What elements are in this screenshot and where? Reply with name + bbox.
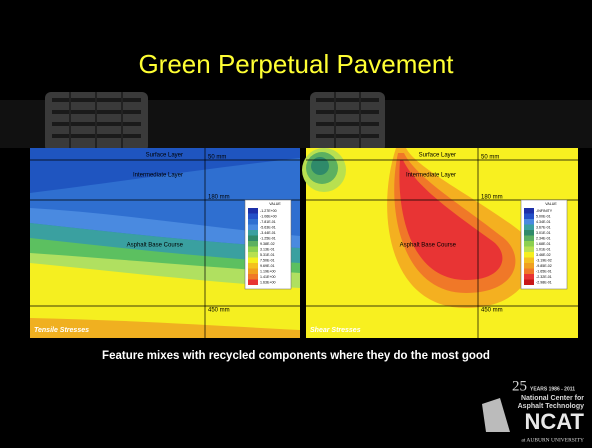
legend-swatch — [524, 225, 534, 231]
legend-label: 3.46E-02 — [536, 253, 551, 257]
legend-swatch — [248, 219, 258, 225]
legend-label: 1.19E+00 — [260, 269, 276, 273]
shear-panel: Surface Layer Intermediate Layer Asphalt B… — [302, 148, 578, 338]
depth-label: 50 mm — [208, 155, 226, 161]
footer-text: Feature mixes with recycled components w… — [102, 350, 490, 362]
legend-swatch — [248, 258, 258, 264]
slide: Green Perpetual Pavement Surface Layer In… — [0, 0, 592, 448]
legend-label: 3.01E-01 — [536, 231, 551, 235]
legend-swatch — [524, 230, 534, 236]
layer-label: Surface Layer — [146, 153, 183, 159]
layer-label: Asphalt Base Course — [400, 243, 457, 249]
legend-swatch — [524, 208, 534, 214]
panel-caption: Tensile Stresses — [34, 327, 89, 334]
legend-title: VALUE — [545, 202, 557, 206]
legend-swatch — [524, 252, 534, 258]
logo-name: NCAT — [525, 409, 585, 434]
legend-label: -9.85E-02 — [536, 264, 552, 268]
legend-label: 1.63E+00 — [260, 280, 276, 284]
legend-label: -2.32E-01 — [536, 275, 552, 279]
legend-label: 1.01E-01 — [536, 247, 551, 251]
legend-swatch — [248, 274, 258, 280]
legend-label: 7.50E-01 — [260, 258, 275, 262]
legend-swatch — [248, 280, 258, 286]
legend-label: 9.38E-02 — [260, 242, 275, 246]
logo-years: 25 — [512, 378, 527, 394]
depth-label: 50 mm — [481, 155, 499, 161]
depth-label: 180 mm — [208, 195, 230, 201]
legend-label: -7.81E-01 — [260, 220, 276, 224]
layer-label: Intermediate Layer — [406, 173, 456, 179]
legend-swatch — [248, 208, 258, 214]
tire-right — [310, 92, 385, 152]
legend-label: -3.44E-01 — [260, 231, 276, 235]
legend-label: 1.41E+00 — [260, 275, 276, 279]
legend-label: 1.68E-01 — [536, 242, 551, 246]
logo-line3: at AUBURN UNIVERSITY — [521, 437, 584, 443]
legend-label: 4.34E-01 — [536, 220, 551, 224]
legend-label: -5.63E-01 — [260, 225, 276, 229]
legend-swatch — [524, 263, 534, 269]
legend-label: -1.65E-01 — [536, 269, 552, 273]
legend-label: 9.69E-01 — [260, 264, 275, 268]
legend-swatch — [248, 225, 258, 231]
logo-span: YEARS 1986 - 2011 — [530, 386, 575, 392]
legend-title: VALUE — [269, 202, 281, 206]
legend-label: 2.34E-01 — [536, 236, 551, 240]
legend-swatch — [524, 236, 534, 242]
legend-swatch — [248, 269, 258, 275]
legend-swatch — [524, 219, 534, 225]
depth-label: 450 mm — [481, 308, 503, 314]
legend-label: -1.06E+00 — [260, 214, 277, 218]
legend-swatch — [524, 274, 534, 280]
legend-label: 3.13E-01 — [260, 247, 275, 251]
legend-label: -3.19E-02 — [536, 258, 552, 262]
legend-swatch — [248, 230, 258, 236]
legend-swatch — [248, 214, 258, 220]
logo-line1: National Center for — [521, 395, 584, 402]
legend-label: -INFINITY — [536, 209, 553, 213]
legend-swatch — [248, 236, 258, 242]
legend-swatch — [524, 247, 534, 253]
legend-label: -2.98E-01 — [536, 280, 552, 284]
layer-label: Surface Layer — [419, 153, 456, 159]
panel-caption: Shear Stresses — [310, 327, 361, 334]
legend-label: -1.27E+00 — [260, 209, 277, 213]
legend-swatch — [248, 252, 258, 258]
legend-swatch — [524, 214, 534, 220]
legend-swatch — [524, 241, 534, 247]
depth-label: 180 mm — [481, 195, 503, 201]
legend-label: 5.00E-01 — [536, 214, 551, 218]
depth-label: 450 mm — [208, 308, 230, 314]
legend-label: 5.31E-01 — [260, 253, 275, 257]
layer-label: Intermediate Layer — [133, 173, 183, 179]
legend-swatch — [248, 241, 258, 247]
legend-label: -1.25E-01 — [260, 236, 276, 240]
legend-label: 3.67E-01 — [536, 225, 551, 229]
tire-left — [45, 92, 148, 152]
legend-swatch — [524, 258, 534, 264]
layer-label: Asphalt Base Course — [127, 243, 184, 249]
tensile-panel: Surface Layer Intermediate Layer Asphalt B… — [30, 148, 300, 338]
legend-swatch — [248, 247, 258, 253]
legend-swatch — [524, 280, 534, 286]
legend-swatch — [248, 263, 258, 269]
legend-swatch — [524, 269, 534, 275]
slide-title: Green Perpetual Pavement — [138, 49, 454, 79]
